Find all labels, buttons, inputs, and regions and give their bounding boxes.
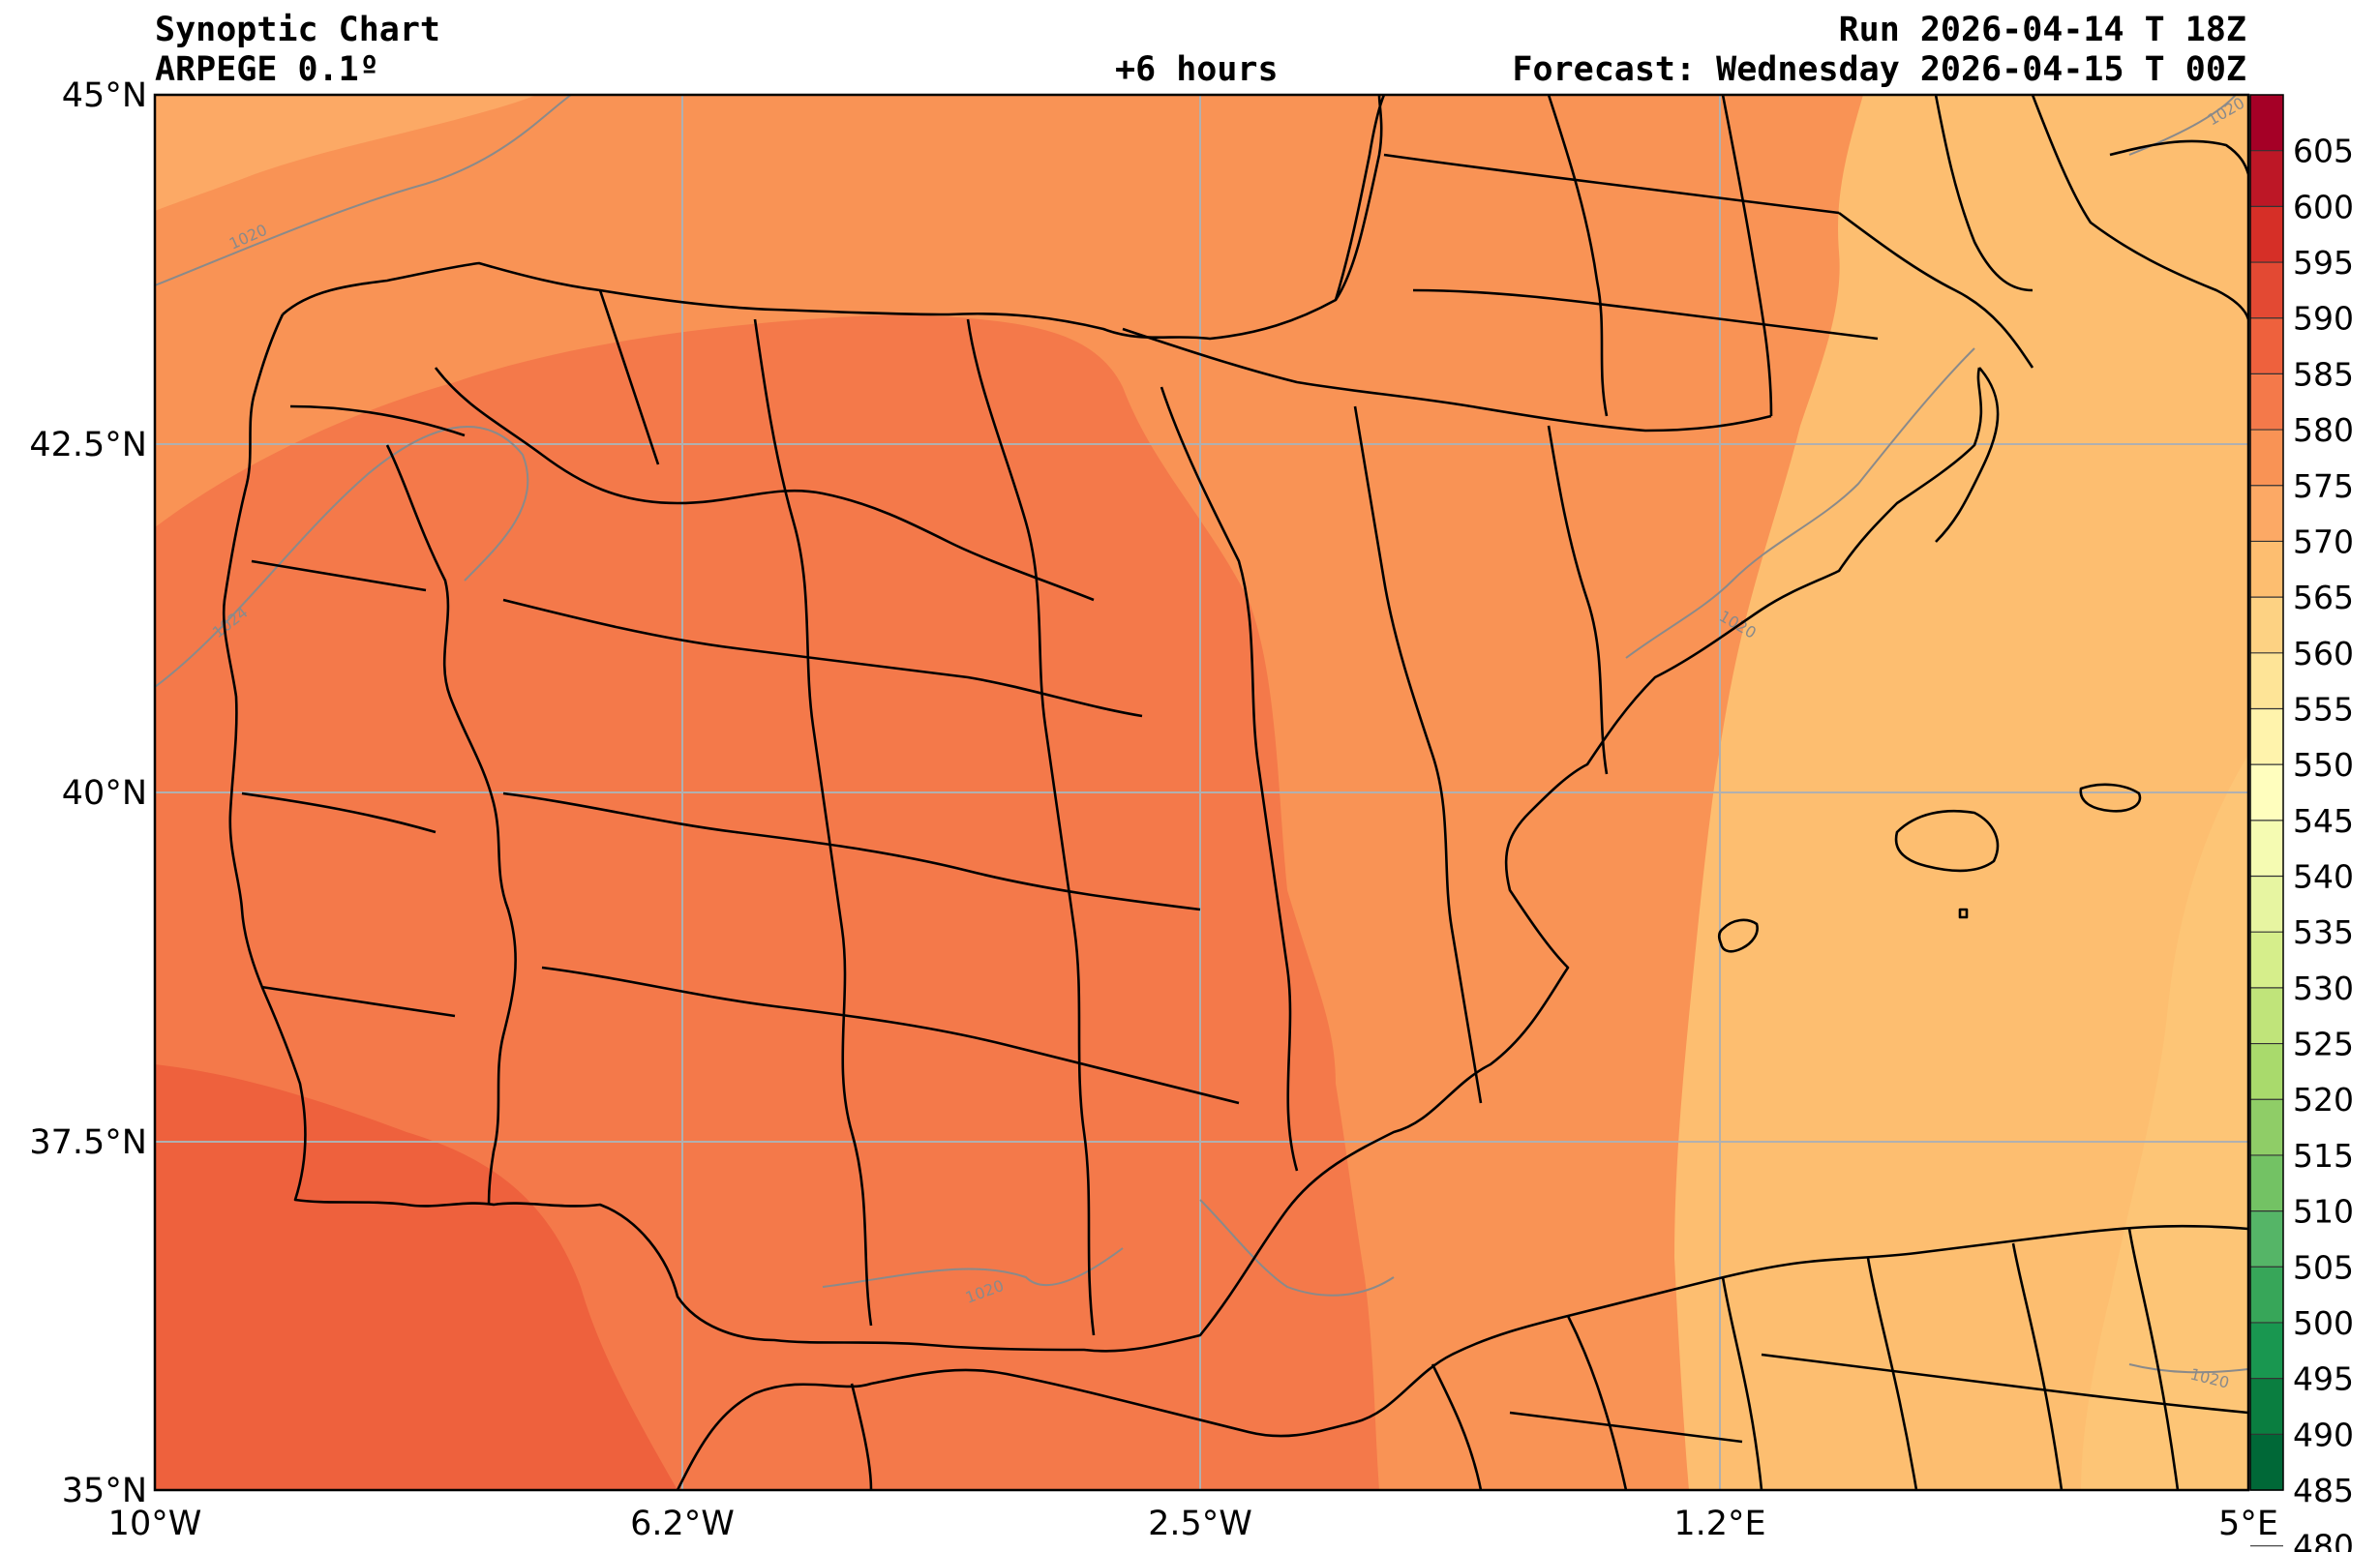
colorbar-label: 595: [2293, 244, 2354, 282]
colorbar-frame: [2249, 94, 2284, 1491]
colorbar-label: 500: [2293, 1304, 2354, 1342]
lat-tick-label: 37.5°N: [29, 1123, 147, 1162]
lat-tick-label: 45°N: [62, 76, 147, 115]
colorbar-swatch: [2250, 876, 2283, 933]
colorbar-swatch: [2250, 932, 2283, 989]
colorbar-label: 490: [2293, 1416, 2354, 1453]
colorbar-swatch: [2250, 430, 2283, 487]
colorbar-swatch: [2250, 95, 2283, 152]
colorbar-label: 495: [2293, 1360, 2354, 1398]
run-time: Run 2026-04-14 T 18Z: [1838, 11, 2246, 49]
lon-tick-label: 10°W: [108, 1505, 202, 1543]
colorbar-swatch: [2250, 820, 2283, 878]
colorbar-label: 560: [2293, 635, 2354, 672]
colorbar-swatch: [2250, 206, 2283, 263]
lon-tick-label: 5°E: [2218, 1505, 2278, 1543]
lat-ticks: 45°N 42.5°N 40°N 37.5°N 35°N: [29, 76, 147, 1510]
forecast-time: Forecast: Wednesday 2026-04-15 T 00Z: [1512, 50, 2246, 89]
map-frame: [153, 93, 2250, 1492]
colorbar-label: 485: [2293, 1472, 2354, 1509]
colorbar-swatch: [2250, 262, 2283, 319]
colorbar-swatch: [2250, 150, 2283, 207]
colorbar-label: 530: [2293, 970, 2354, 1007]
colorbar-swatch: [2250, 652, 2283, 710]
lon-tick-label: 1.2°E: [1673, 1505, 1765, 1543]
colorbar-label: 605: [2293, 133, 2354, 170]
colorbar-label: 545: [2293, 802, 2354, 840]
colorbar-swatch: [2250, 1210, 2283, 1268]
colorbar-label: 540: [2293, 858, 2354, 896]
colorbar-label: 555: [2293, 690, 2354, 728]
colorbar-label: 575: [2293, 467, 2354, 505]
colorbar-swatch: [2250, 317, 2283, 374]
colorbar-label: 580: [2293, 411, 2354, 449]
colorbar-label: 505: [2293, 1248, 2354, 1286]
colorbar-label: 480: [2293, 1528, 2354, 1552]
chart-title: Synoptic Chart: [155, 11, 441, 49]
colorbar-swatch: [2250, 373, 2283, 431]
colorbar-swatch: [2250, 1267, 2283, 1324]
colorbar-label: 510: [2293, 1193, 2354, 1231]
lead-time: +6 hours: [1115, 50, 1279, 89]
coastlines-and-borders: [222, 95, 2248, 1490]
colorbar-swatch: [2250, 1378, 2283, 1435]
colorbar-label: 585: [2293, 355, 2354, 393]
colorbar-label: 600: [2293, 188, 2354, 225]
lat-tick-label: 40°N: [62, 774, 147, 813]
colorbar-label: 570: [2293, 522, 2354, 560]
colorbar-label: 590: [2293, 300, 2354, 338]
colorbar-label: 525: [2293, 1026, 2354, 1063]
colorbar-swatch: [2250, 1434, 2283, 1491]
lat-tick-label: 42.5°N: [29, 426, 147, 464]
colorbar-label: 520: [2293, 1081, 2354, 1119]
colorbar-label: 550: [2293, 746, 2354, 784]
colorbar-swatch: [2250, 541, 2283, 598]
lon-tick-label: 6.2°W: [630, 1505, 735, 1543]
colorbar-swatch: [2250, 1043, 2283, 1100]
colorbar-labels: 605 600 595 590 585 580 575 570 565 560 555 550 545 5…: [2293, 133, 2354, 1552]
isobars: [155, 95, 2248, 1374]
colorbar: [2249, 94, 2284, 1547]
colorbar-swatch: [2250, 1322, 2283, 1380]
colorbar-swatch: [2250, 764, 2283, 821]
lon-ticks: 10°W 6.2°W 2.5°W 1.2°E 5°E: [108, 1505, 2278, 1543]
colorbar-swatch: [2250, 597, 2283, 654]
colorbar-swatch: [2250, 1099, 2283, 1156]
colorbar-label: 565: [2293, 579, 2354, 616]
model-label: ARPEGE 0.1º: [155, 50, 379, 89]
colorbar-swatch: [2250, 708, 2283, 765]
lat-tick-label: 35°N: [62, 1472, 147, 1510]
colorbar-swatch: [2250, 485, 2283, 543]
colorbar-label: 535: [2293, 913, 2354, 951]
lon-tick-label: 2.5°W: [1148, 1505, 1252, 1543]
colorbar-label: 515: [2293, 1137, 2354, 1175]
colorbar-swatch: [2250, 1154, 2283, 1212]
colorbar-swatch: [2250, 987, 2283, 1045]
